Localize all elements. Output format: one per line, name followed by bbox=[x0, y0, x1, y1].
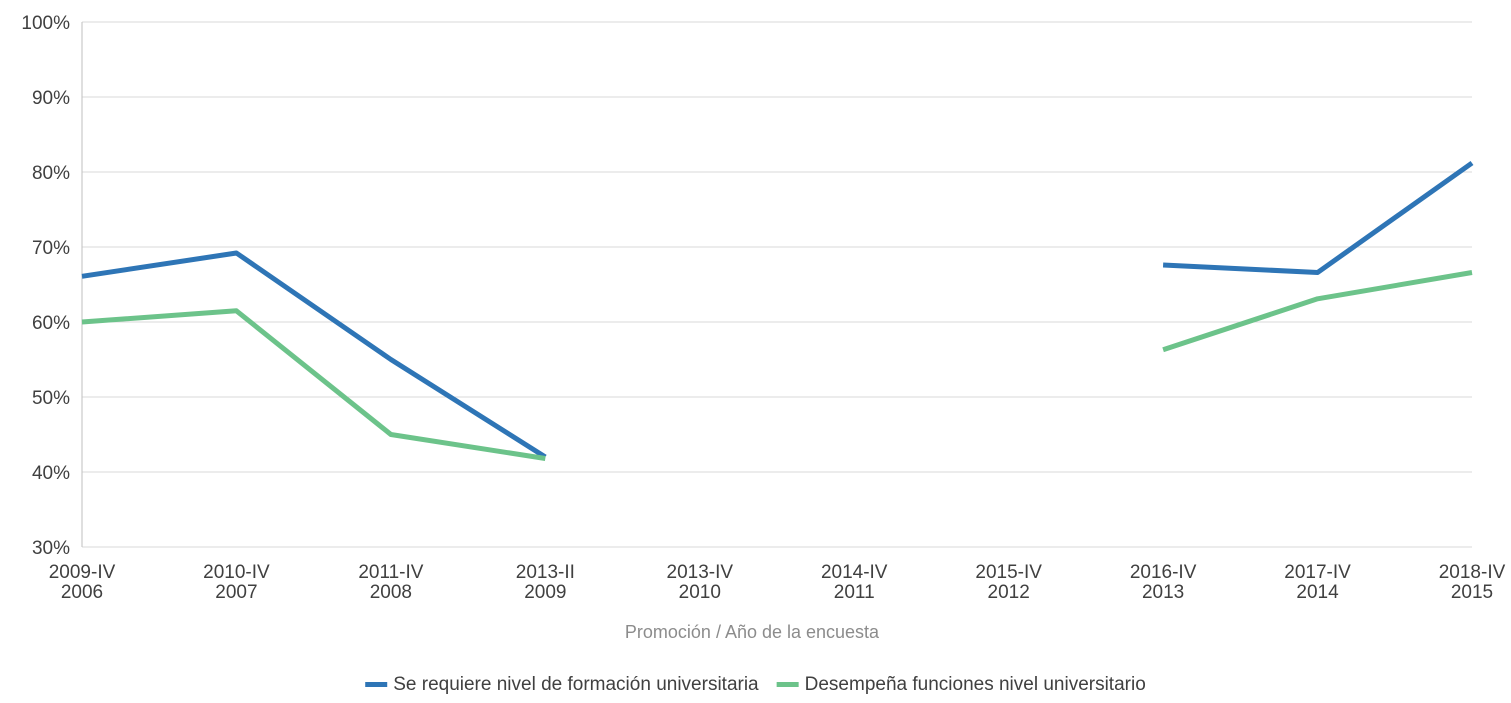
series-line-2 bbox=[81, 308, 546, 461]
series-line-2 bbox=[1162, 270, 1473, 353]
legend-label: Se requiere nivel de formación universit… bbox=[393, 674, 759, 695]
x-tick-label: 2010-IV bbox=[203, 562, 270, 583]
y-tick-label: 60% bbox=[32, 313, 70, 334]
series-lines bbox=[81, 160, 1474, 461]
x-tick-label: 2015-IV bbox=[975, 562, 1042, 583]
y-tick-label: 30% bbox=[32, 538, 70, 559]
legend-swatch bbox=[365, 682, 388, 687]
x-tick-label: 2013-IV bbox=[667, 562, 734, 583]
legend-swatch bbox=[776, 682, 799, 687]
x-tick-label: 2018-IV bbox=[1439, 562, 1506, 583]
legend-item: Desempeña funciones nivel universitario bbox=[776, 674, 1146, 695]
x-tick-label: 2009-IV bbox=[49, 562, 116, 583]
gridlines bbox=[82, 21, 1472, 548]
y-axis-ticks: 30% 40% 50% 60% 70% 80% 90% 100% bbox=[21, 13, 70, 559]
x-axis-label: Promoción / Año de la encuesta bbox=[625, 622, 880, 642]
legend-label: Desempeña funciones nivel universitario bbox=[805, 674, 1146, 695]
x-tick-sublabel: 2010 bbox=[679, 582, 721, 603]
x-tick-label: 2014-IV bbox=[821, 562, 888, 583]
x-tick-label: 2016-IV bbox=[1130, 562, 1197, 583]
x-tick-sublabel: 2013 bbox=[1142, 582, 1184, 603]
legend-item: Se requiere nivel de formación universit… bbox=[365, 674, 759, 695]
legend: Se requiere nivel de formación universit… bbox=[365, 674, 1146, 695]
y-tick-label: 100% bbox=[21, 13, 70, 34]
x-tick-sublabel: 2012 bbox=[988, 582, 1030, 603]
y-tick-label: 40% bbox=[32, 463, 70, 484]
series-line-1 bbox=[81, 250, 547, 460]
y-tick-label: 90% bbox=[32, 88, 70, 109]
x-tick-label: 2013-II bbox=[516, 562, 575, 583]
x-tick-sublabel: 2011 bbox=[834, 582, 875, 603]
x-tick-sublabel: 2014 bbox=[1296, 582, 1339, 603]
x-tick-sublabel: 2015 bbox=[1451, 582, 1493, 603]
x-tick-sublabel: 2007 bbox=[215, 582, 257, 603]
x-tick-sublabel: 2006 bbox=[61, 582, 103, 603]
y-tick-label: 80% bbox=[32, 163, 70, 184]
y-tick-label: 70% bbox=[32, 238, 70, 259]
series-line-1 bbox=[1162, 160, 1474, 275]
x-tick-label: 2011-IV bbox=[358, 562, 423, 583]
x-tick-label: 2017-IV bbox=[1284, 562, 1351, 583]
x-tick-sublabel: 2008 bbox=[370, 582, 412, 603]
x-tick-sublabel: 2009 bbox=[524, 582, 566, 603]
y-tick-label: 50% bbox=[32, 388, 70, 409]
